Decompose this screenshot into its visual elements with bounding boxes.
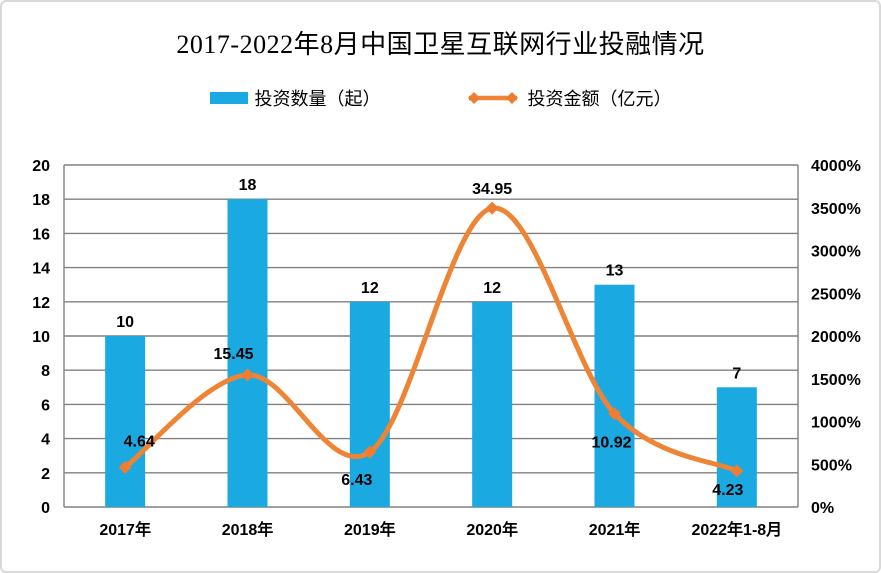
legend-label-bar: 投资数量（起） bbox=[254, 89, 381, 109]
right-axis-tick-label: 1500% bbox=[811, 372, 861, 389]
line-marker-diamond bbox=[118, 460, 132, 474]
bar bbox=[105, 336, 146, 507]
bar-value-label: 10 bbox=[116, 314, 134, 331]
bar-value-label: 18 bbox=[239, 177, 257, 194]
right-axis-tick-label: 4000% bbox=[811, 158, 861, 175]
bar bbox=[472, 301, 513, 507]
line-value-label: 4.23 bbox=[712, 482, 743, 499]
bar-value-label: 13 bbox=[606, 263, 624, 280]
left-axis-tick-label: 20 bbox=[32, 158, 50, 175]
bar bbox=[716, 387, 757, 507]
legend-label-line: 投资金额（亿元） bbox=[527, 89, 672, 109]
bar bbox=[349, 301, 390, 507]
line-value-label: 34.95 bbox=[472, 181, 512, 198]
right-axis-tick-label: 3000% bbox=[811, 244, 861, 261]
bar-value-label: 12 bbox=[483, 280, 501, 297]
left-axis-tick-label: 4 bbox=[41, 432, 50, 449]
bar-swatch-icon bbox=[209, 92, 248, 104]
left-axis-tick-label: 10 bbox=[32, 329, 50, 346]
line-value-label: 4.64 bbox=[124, 433, 155, 450]
left-axis-tick-label: 6 bbox=[41, 397, 50, 414]
left-axis-tick-label: 18 bbox=[32, 192, 50, 209]
legend-item-line-series: 投资金额（亿元） bbox=[465, 85, 672, 111]
category-label: 2021年 bbox=[589, 520, 641, 539]
right-axis-tick-label: 1000% bbox=[811, 415, 861, 432]
category-label: 2018年 bbox=[222, 520, 274, 539]
line-value-label: 15.45 bbox=[213, 346, 253, 363]
line-value-label: 6.43 bbox=[341, 472, 372, 489]
category-label: 2019年 bbox=[344, 520, 396, 539]
bar-value-label: 7 bbox=[732, 365, 741, 382]
left-axis-tick-label: 2 bbox=[41, 466, 50, 483]
line-diamond-swatch-icon bbox=[467, 92, 518, 104]
right-axis-tick-label: 2500% bbox=[811, 286, 861, 303]
chart-title: 2017-2022年8月中国卫星互联网行业投融情况 bbox=[176, 30, 705, 59]
left-axis-tick-label: 0 bbox=[41, 500, 50, 517]
left-axis-tick-label: 14 bbox=[32, 261, 50, 278]
line-marker-diamond bbox=[363, 445, 377, 459]
line-value-label: 10.92 bbox=[591, 435, 631, 452]
line-marker-diamond bbox=[730, 464, 744, 478]
category-label: 2017年 bbox=[99, 520, 151, 539]
right-axis-tick-label: 0% bbox=[811, 500, 834, 517]
legend-item-bar-series: 投资数量（起） bbox=[209, 85, 381, 111]
right-axis-tick-label: 2000% bbox=[811, 329, 861, 346]
line-marker-diamond bbox=[485, 201, 499, 215]
left-axis-tick-label: 12 bbox=[32, 295, 50, 312]
line-marker-diamond bbox=[608, 407, 621, 421]
bar-value-label: 12 bbox=[361, 280, 379, 297]
bar bbox=[227, 199, 268, 507]
left-axis-tick-label: 16 bbox=[32, 226, 50, 243]
chart-legend: 投资数量（起） 投资金额（亿元） bbox=[2, 85, 879, 111]
category-label: 2020年 bbox=[466, 520, 518, 539]
left-axis-tick-label: 8 bbox=[41, 363, 50, 380]
right-axis-tick-label: 500% bbox=[811, 457, 852, 474]
investment-amount-line bbox=[122, 205, 740, 474]
line-marker-diamond bbox=[241, 368, 254, 382]
right-axis-tick-label: 3500% bbox=[811, 201, 861, 218]
category-label: 2022年1-8月 bbox=[691, 520, 782, 539]
